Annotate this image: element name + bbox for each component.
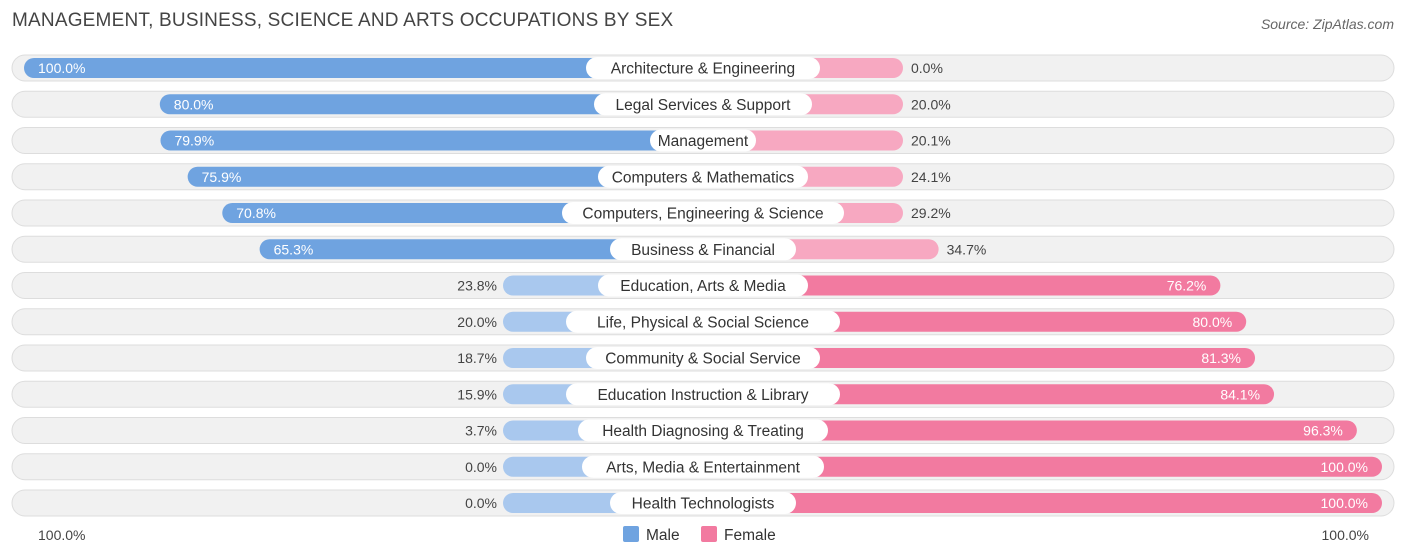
category-pill [578, 419, 828, 442]
category-pill [610, 492, 796, 514]
male-value-label: 15.9% [457, 386, 497, 402]
axis-right-label: 100.0% [1322, 527, 1369, 543]
category-pill [650, 129, 756, 152]
bar-row: 18.7% 81.3% Community & Social Service [11, 344, 1395, 372]
bar-row: 100.0% 0.0% Architecture & Engineering [11, 54, 1395, 82]
category-label: Business & Financial [631, 242, 775, 259]
axis-left-label: 100.0% [38, 527, 85, 543]
female-value-label: 0.0% [911, 60, 943, 76]
male-value-label: 70.8% [236, 205, 276, 221]
bar-row: 75.9% 24.1% Computers & Mathematics [11, 163, 1395, 191]
category-pill [594, 93, 812, 116]
male-bar [259, 239, 703, 260]
legend-female-swatch [701, 526, 717, 542]
category-pill [598, 165, 808, 188]
female-bar [703, 275, 1221, 296]
female-bar [703, 420, 1357, 441]
category-pill [566, 383, 840, 406]
female-value-label: 80.0% [1192, 314, 1232, 330]
source-label: Source: ZipAtlas.com [1260, 16, 1394, 32]
female-bar [703, 348, 1256, 368]
bar-row: 3.7% 96.3% Health Diagnosing & Treating [11, 417, 1395, 444]
bar-row: 70.8% 29.2% Computers, Engineering & Scien… [11, 199, 1395, 227]
category-label: Life, Physical & Social Science [597, 314, 809, 331]
bar-row: 79.9% 20.1% Management [11, 127, 1395, 154]
male-value-label: 0.0% [465, 495, 497, 511]
bar-row: 80.0% 20.0% Legal Services & Support [11, 90, 1395, 118]
male-bar [24, 58, 703, 78]
male-value-label: 65.3% [274, 241, 314, 257]
legend-female-label: Female [724, 527, 776, 544]
bar-row: 23.8% 76.2% Education, Arts & Media [11, 272, 1395, 299]
legend-male-swatch [623, 526, 639, 542]
female-value-label: 81.3% [1201, 350, 1241, 366]
bar-row: 15.9% 84.1% Education Instruction & Librar… [11, 380, 1395, 408]
male-value-label: 75.9% [202, 169, 242, 185]
female-value-label: 20.1% [911, 133, 951, 149]
female-bar [703, 493, 1382, 513]
category-label: Education Instruction & Library [597, 387, 808, 404]
male-value-label: 0.0% [465, 459, 497, 475]
bar-row: 0.0% 100.0% Arts, Media & Entertainment [11, 453, 1395, 481]
category-pill [586, 57, 820, 79]
male-value-label: 20.0% [457, 314, 497, 330]
male-value-label: 80.0% [174, 96, 214, 112]
category-pill [610, 238, 796, 261]
bar-row: 65.3% 34.7% Business & Financial [11, 235, 1395, 263]
female-value-label: 96.3% [1303, 423, 1343, 439]
male-value-label: 3.7% [465, 423, 497, 439]
category-label: Legal Services & Support [616, 97, 792, 114]
legend: Male Female [623, 526, 776, 544]
category-label: Architecture & Engineering [611, 61, 795, 78]
category-label: Community & Social Service [605, 351, 801, 368]
female-bar [703, 311, 1247, 332]
bar-row: 0.0% 100.0% Health Technologists [11, 489, 1395, 517]
legend-male-label: Male [646, 527, 680, 544]
category-pill [562, 202, 844, 224]
category-label: Education, Arts & Media [620, 278, 786, 295]
female-value-label: 20.0% [911, 96, 951, 112]
category-label: Arts, Media & Entertainment [606, 459, 801, 476]
category-label: Health Diagnosing & Treating [602, 423, 804, 440]
category-label: Computers & Mathematics [612, 169, 795, 186]
female-value-label: 100.0% [1321, 459, 1368, 475]
male-bar [160, 130, 703, 151]
male-value-label: 100.0% [38, 60, 85, 76]
female-value-label: 24.1% [911, 169, 951, 185]
chart-title: MANAGEMENT, BUSINESS, SCIENCE AND ARTS O… [12, 10, 674, 31]
category-label: Computers, Engineering & Science [582, 206, 823, 223]
bar-row: 20.0% 80.0% Life, Physical & Social Scienc… [11, 308, 1395, 336]
female-value-label: 100.0% [1321, 495, 1368, 511]
male-value-label: 23.8% [457, 278, 497, 294]
female-value-label: 34.7% [947, 241, 987, 257]
female-bar [703, 456, 1382, 477]
male-bar [159, 94, 704, 115]
category-pill [598, 274, 808, 297]
category-pill [582, 455, 824, 478]
female-bar [703, 384, 1275, 405]
female-value-label: 76.2% [1167, 278, 1207, 294]
male-value-label: 18.7% [457, 350, 497, 366]
female-value-label: 84.1% [1220, 386, 1260, 402]
category-pill [566, 310, 840, 333]
female-value-label: 29.2% [911, 205, 951, 221]
category-pill [586, 347, 820, 369]
category-label: Health Technologists [632, 496, 775, 513]
category-label: Management [658, 133, 749, 150]
male-value-label: 79.9% [174, 133, 214, 149]
male-bar [187, 166, 703, 187]
